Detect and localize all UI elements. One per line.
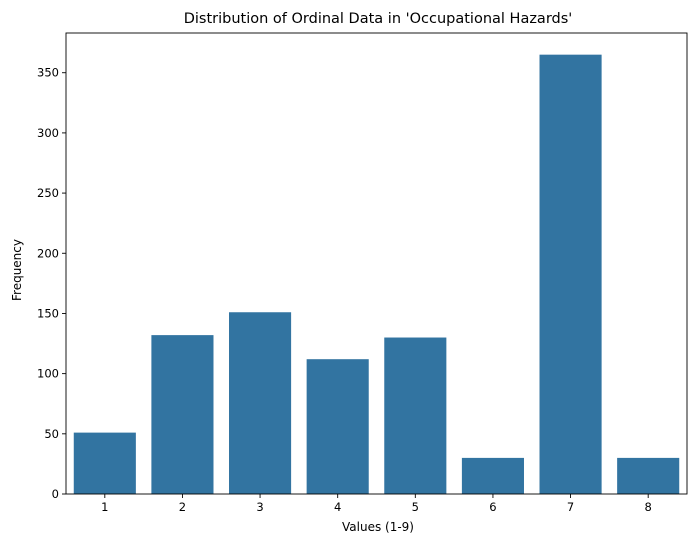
y-tick-label-0: 0 bbox=[52, 487, 59, 501]
x-tick-label-5: 5 bbox=[412, 500, 419, 514]
axes-layer: 1 2 3 4 5 6 7 8 0 50 100 150 200 250 300 350 bbox=[37, 32, 688, 514]
bars-layer bbox=[73, 54, 680, 494]
bar-6 bbox=[461, 457, 524, 494]
x-tick-label-1: 1 bbox=[101, 500, 108, 514]
bar-1 bbox=[73, 432, 136, 494]
plot-frame bbox=[65, 32, 688, 495]
y-tick-label-50: 50 bbox=[44, 427, 59, 441]
y-tick-label-100: 100 bbox=[37, 367, 59, 381]
y-axis-label: Frequency bbox=[10, 239, 24, 301]
x-tick-label-7: 7 bbox=[567, 500, 574, 514]
chart-title: Distribution of Ordinal Data in 'Occupat… bbox=[184, 11, 573, 27]
y-tick-label-350: 350 bbox=[37, 66, 59, 80]
x-tick-label-3: 3 bbox=[256, 500, 263, 514]
bar-4 bbox=[306, 359, 369, 494]
x-tick-label-6: 6 bbox=[489, 500, 496, 514]
x-axis-label: Values (1-9) bbox=[342, 520, 414, 534]
y-tick-label-300: 300 bbox=[37, 126, 59, 140]
bar-5 bbox=[384, 337, 447, 494]
bar-2 bbox=[151, 335, 214, 494]
x-tick-label-8: 8 bbox=[645, 500, 652, 514]
bar-3 bbox=[229, 312, 292, 494]
bar-8 bbox=[617, 457, 680, 494]
y-tick-label-250: 250 bbox=[37, 186, 59, 200]
y-tick-label-200: 200 bbox=[37, 246, 59, 260]
x-tick-label-4: 4 bbox=[334, 500, 341, 514]
y-tick-label-150: 150 bbox=[37, 306, 59, 320]
bar-7 bbox=[539, 54, 602, 494]
x-tick-label-2: 2 bbox=[179, 500, 186, 514]
